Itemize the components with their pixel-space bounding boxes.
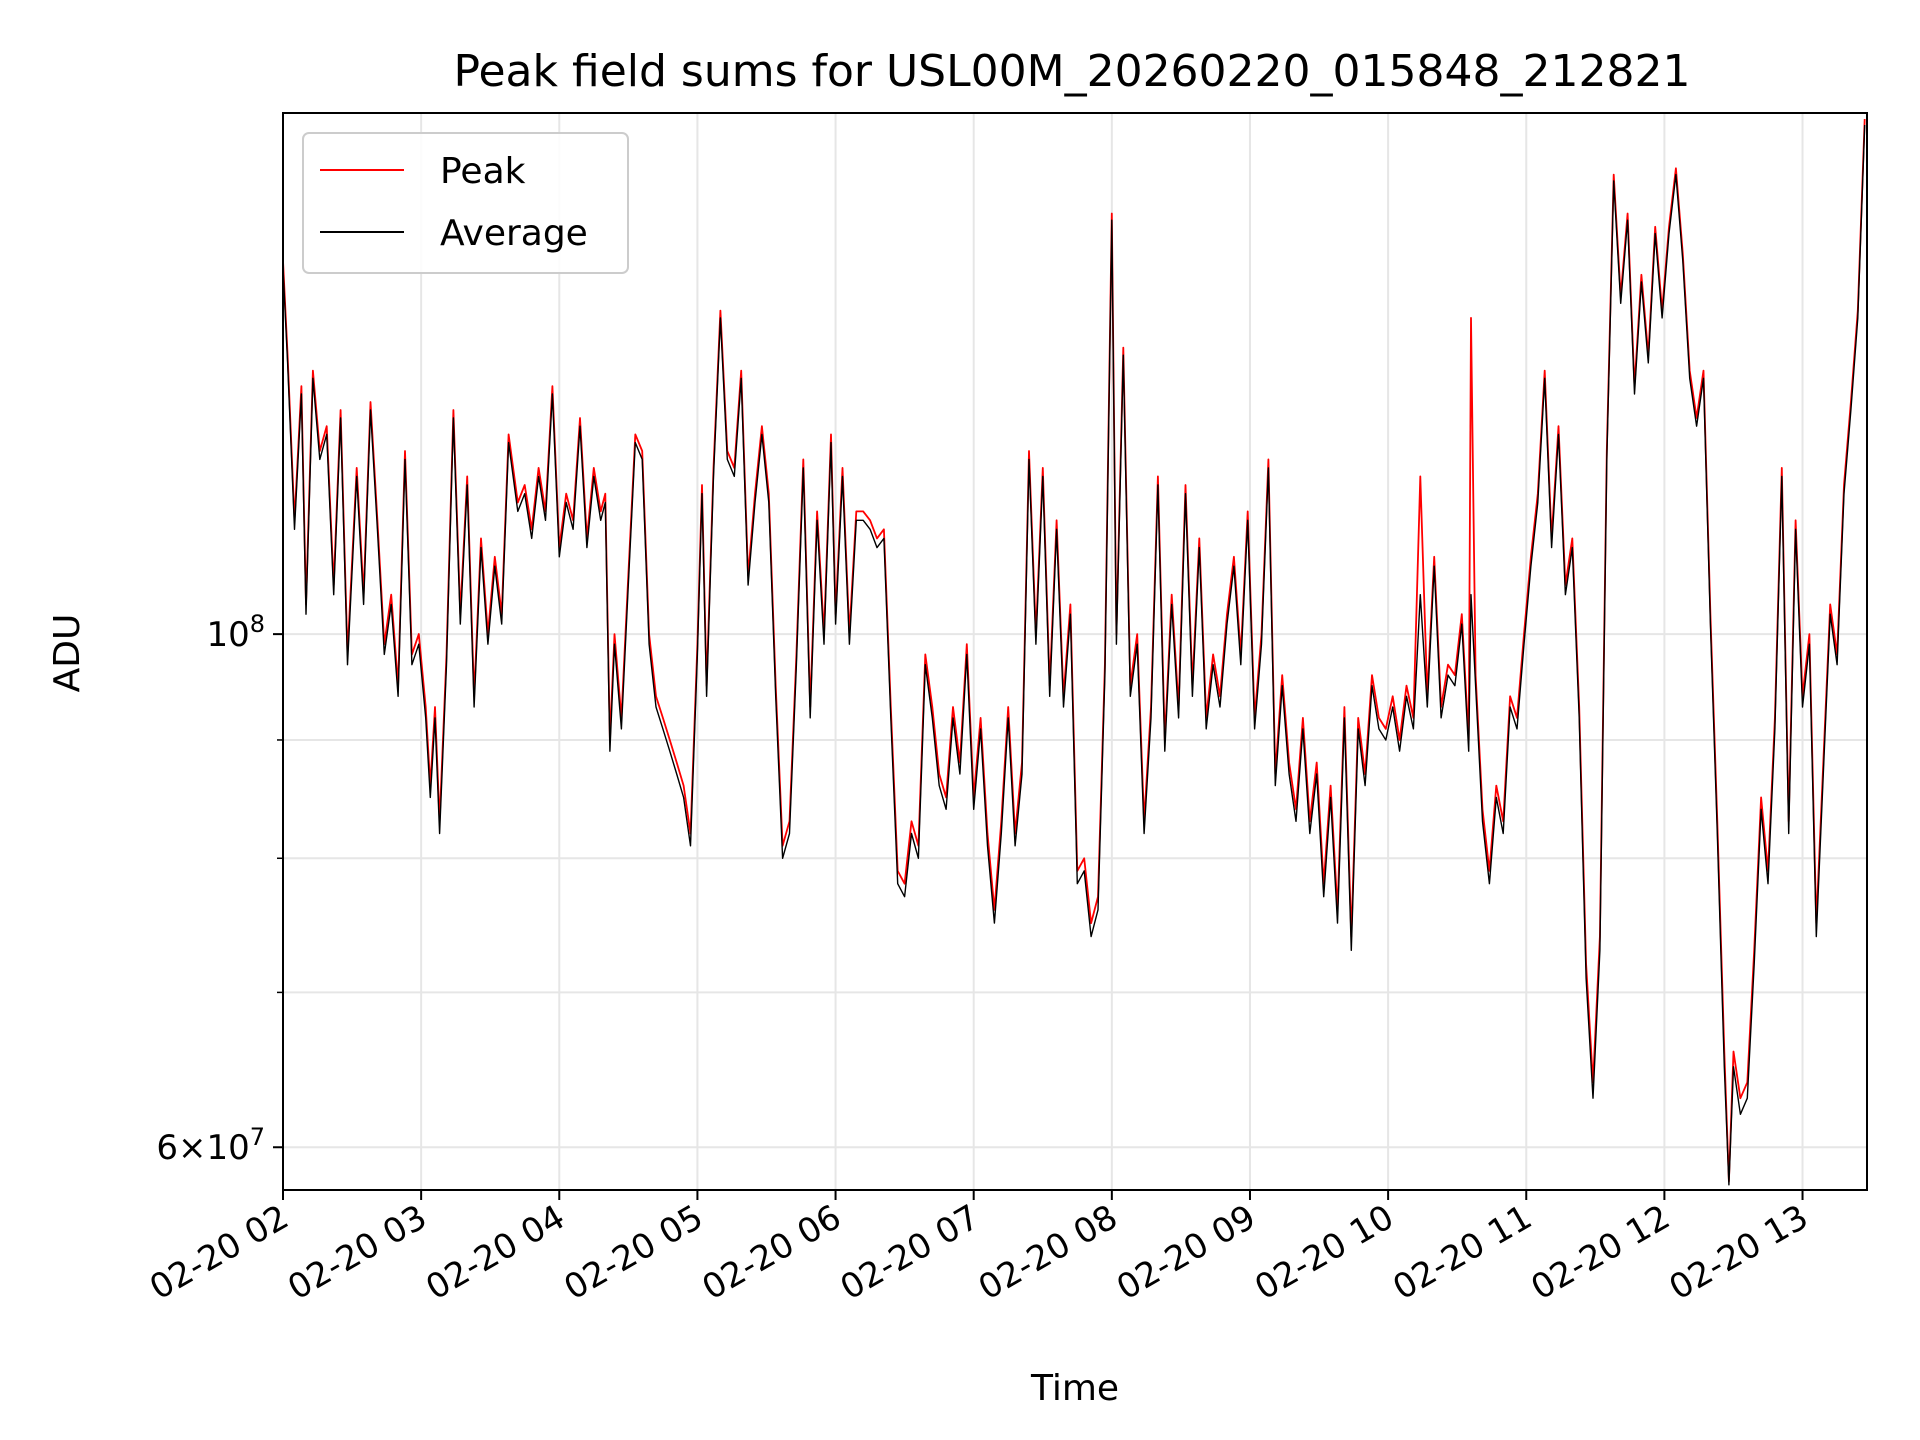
series-layer	[283, 118, 1866, 1186]
grid	[282, 113, 1867, 1190]
y-tick-label-mantissa: 6	[156, 1128, 178, 1168]
x-axis-label: Time	[1030, 1368, 1119, 1409]
y-tick-label-base: 10	[206, 1128, 249, 1168]
y-tick-label-exponent: 7	[250, 1123, 265, 1151]
y-tick-label-exponent: 8	[250, 610, 265, 638]
chart-title: Peak field sums for USL00M_20260220_0158…	[454, 46, 1691, 97]
legend-label-average: Average	[440, 213, 588, 254]
y-tick-label: 6×107	[156, 1123, 265, 1168]
y-axis-label: ADU	[47, 614, 88, 693]
legend[interactable]: Peak Average	[302, 132, 629, 274]
legend-label-peak: Peak	[440, 151, 526, 192]
y-tick-label-base: 10	[206, 615, 249, 655]
y-tick-label-times: ×	[178, 1128, 207, 1168]
legend-box	[302, 132, 629, 274]
y-tick-label: 108	[206, 610, 265, 655]
plot-frame	[282, 112, 1868, 1191]
series-line-average	[283, 124, 1866, 1186]
